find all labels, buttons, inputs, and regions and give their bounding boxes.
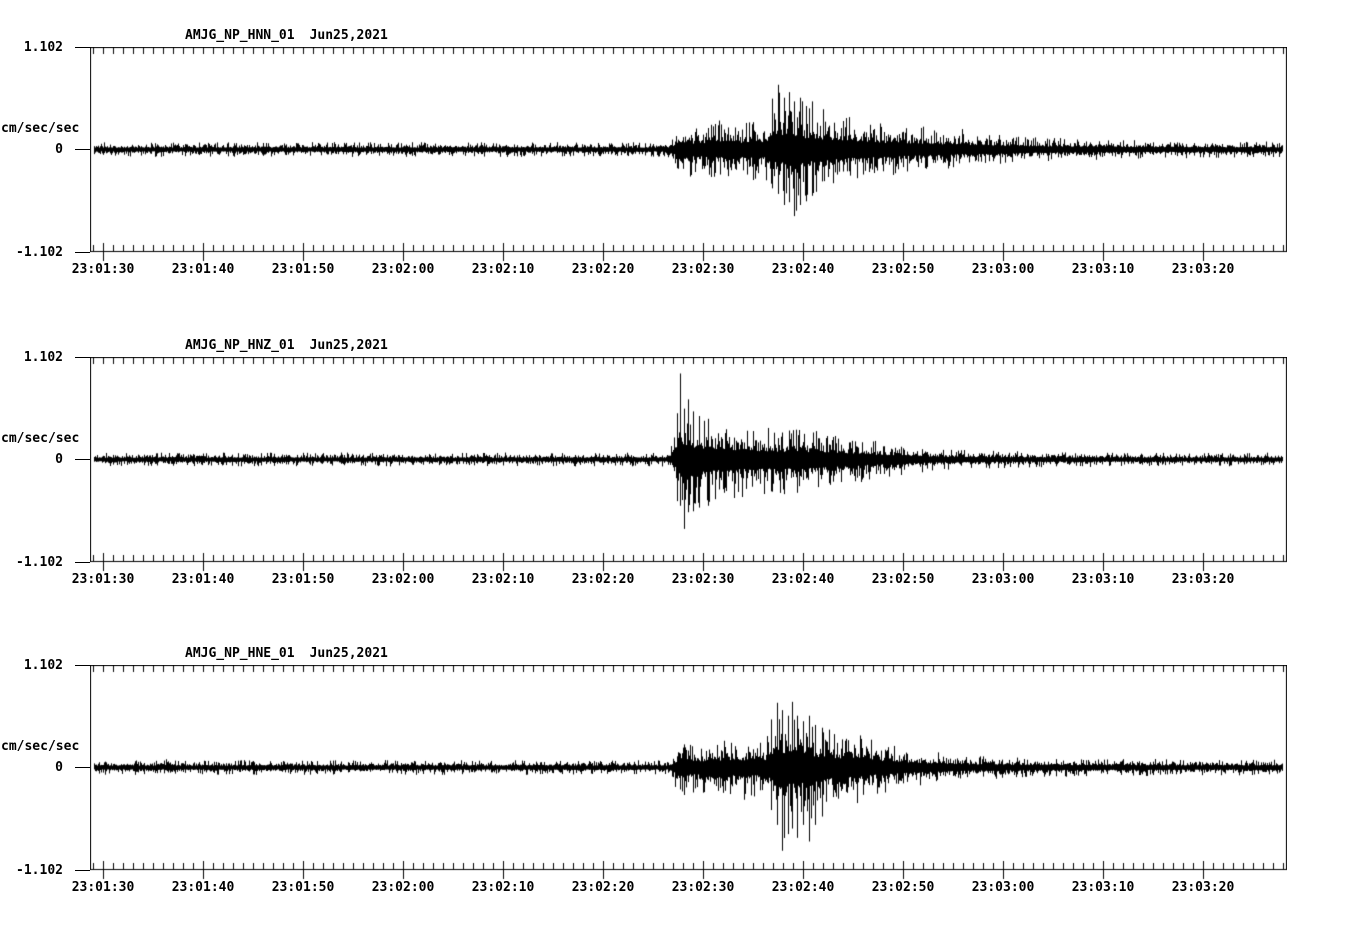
waveform-canvas-hne	[90, 665, 1287, 881]
x-tick-label: 23:02:20	[571, 262, 635, 277]
x-tick-label: 23:01:40	[171, 880, 235, 895]
y-axis-unit-label: cm/sec/sec	[1, 431, 80, 446]
x-tick-label: 23:02:50	[871, 880, 935, 895]
y-tick-mark	[75, 870, 90, 871]
y-axis-unit-label: cm/sec/sec	[1, 121, 80, 136]
y-axis-unit-label: cm/sec/sec	[1, 739, 80, 754]
y-tick-mark	[75, 459, 90, 460]
x-tick-label: 23:01:30	[71, 880, 135, 895]
y-tick-mark	[75, 767, 90, 768]
seismogram-panel-hnn: AMJG_NP_HNN_01 Jun25,2021 1.102 cm/sec/se…	[0, 0, 1358, 309]
x-tick-label: 23:02:40	[771, 572, 835, 587]
y-tick-mark	[75, 252, 90, 253]
waveform-canvas-hnn	[90, 47, 1287, 263]
x-axis-labels: 23:01:30 23:01:40 23:01:50 23:02:00 23:02:10…	[0, 573, 1358, 587]
y-axis-max-label: 1.102	[23, 40, 63, 55]
y-axis-zero-label: 0	[55, 142, 63, 157]
x-tick-label: 23:03:20	[1171, 572, 1235, 587]
x-axis-labels: 23:01:30 23:01:40 23:01:50 23:02:00 23:02:10…	[0, 881, 1358, 895]
y-axis-min-label: -1.102	[16, 863, 63, 878]
x-tick-label: 23:01:30	[71, 262, 135, 277]
seismogram-panel-hne: AMJG_NP_HNE_01 Jun25,2021 1.102 cm/sec/se…	[0, 618, 1358, 927]
x-tick-label: 23:02:10	[471, 262, 535, 277]
x-tick-label: 23:02:30	[671, 262, 735, 277]
y-axis-max-label: 1.102	[23, 658, 63, 673]
station-channel-label: AMJG_NP_HNZ_01	[185, 338, 295, 353]
x-tick-label: 23:02:30	[671, 880, 735, 895]
x-tick-label: 23:01:50	[271, 262, 335, 277]
x-tick-label: 23:01:40	[171, 262, 235, 277]
x-tick-label: 23:02:10	[471, 572, 535, 587]
y-tick-mark	[75, 149, 90, 150]
x-tick-label: 23:02:40	[771, 880, 835, 895]
y-axis-max-label: 1.102	[23, 350, 63, 365]
waveform-canvas-hnz	[90, 357, 1287, 573]
x-tick-label: 23:02:40	[771, 262, 835, 277]
panel-title: AMJG_NP_HNZ_01 Jun25,2021	[185, 339, 388, 352]
x-tick-label: 23:02:30	[671, 572, 735, 587]
panel-title: AMJG_NP_HNE_01 Jun25,2021	[185, 647, 388, 660]
x-tick-label: 23:02:50	[871, 572, 935, 587]
y-axis-min-label: -1.102	[16, 245, 63, 260]
date-label: Jun25,2021	[309, 28, 388, 43]
date-label: Jun25,2021	[309, 338, 388, 353]
x-tick-label: 23:02:00	[371, 572, 435, 587]
x-tick-label: 23:01:40	[171, 572, 235, 587]
y-tick-mark	[75, 47, 90, 48]
x-tick-label: 23:03:00	[971, 572, 1035, 587]
panel-title: AMJG_NP_HNN_01 Jun25,2021	[185, 29, 388, 42]
x-tick-label: 23:02:00	[371, 880, 435, 895]
x-tick-label: 23:02:20	[571, 880, 635, 895]
x-axis-labels: 23:01:30 23:01:40 23:01:50 23:02:00 23:02:10…	[0, 263, 1358, 277]
seismogram-panel-hnz: AMJG_NP_HNZ_01 Jun25,2021 1.102 cm/sec/se…	[0, 310, 1358, 619]
y-axis-min-label: -1.102	[16, 555, 63, 570]
x-tick-label: 23:03:10	[1071, 572, 1135, 587]
y-tick-mark	[75, 562, 90, 563]
x-tick-label: 23:03:10	[1071, 262, 1135, 277]
x-tick-label: 23:03:20	[1171, 262, 1235, 277]
x-tick-label: 23:02:50	[871, 262, 935, 277]
y-tick-mark	[75, 357, 90, 358]
x-tick-label: 23:01:30	[71, 572, 135, 587]
x-tick-label: 23:02:10	[471, 880, 535, 895]
date-label: Jun25,2021	[309, 646, 388, 661]
y-axis-zero-label: 0	[55, 452, 63, 467]
x-tick-label: 23:03:10	[1071, 880, 1135, 895]
x-tick-label: 23:01:50	[271, 880, 335, 895]
y-tick-mark	[75, 665, 90, 666]
x-tick-label: 23:02:00	[371, 262, 435, 277]
x-tick-label: 23:01:50	[271, 572, 335, 587]
x-tick-label: 23:02:20	[571, 572, 635, 587]
x-tick-label: 23:03:20	[1171, 880, 1235, 895]
y-axis-zero-label: 0	[55, 760, 63, 775]
x-tick-label: 23:03:00	[971, 880, 1035, 895]
x-tick-label: 23:03:00	[971, 262, 1035, 277]
station-channel-label: AMJG_NP_HNN_01	[185, 28, 295, 43]
station-channel-label: AMJG_NP_HNE_01	[185, 646, 295, 661]
